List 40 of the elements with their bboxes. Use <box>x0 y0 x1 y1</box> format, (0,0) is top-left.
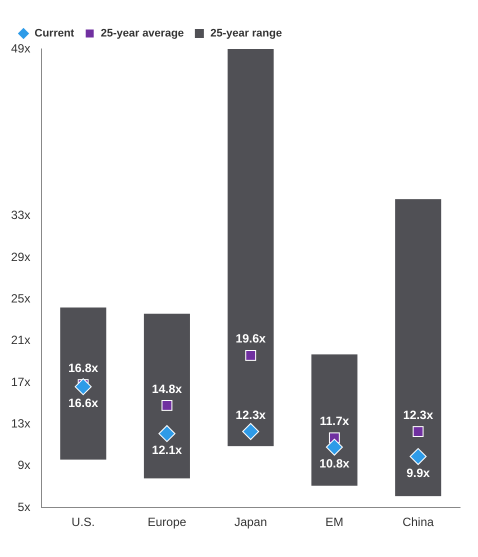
point <box>74 378 92 396</box>
bar <box>395 199 442 496</box>
y-tick-label: 29x <box>10 250 30 264</box>
data-label: 12.3x <box>236 408 266 422</box>
legend-label: 25-year average <box>100 28 184 40</box>
bar <box>311 354 358 486</box>
point <box>412 426 424 437</box>
point <box>242 423 260 440</box>
y-tick-label: 33x <box>10 208 30 222</box>
x-tick-label: Europe <box>148 515 187 530</box>
bar <box>144 314 190 478</box>
data-label: 12.3x <box>403 408 434 422</box>
data-label: 9.9x <box>406 466 430 480</box>
data-label: 16.8x <box>68 360 99 375</box>
data-label: 19.6x <box>236 332 266 346</box>
data-label: 11.7x <box>320 414 350 428</box>
legend-label: 25-year range <box>210 28 282 40</box>
y-tick-label: 49x <box>10 41 30 56</box>
point <box>245 350 256 361</box>
point <box>161 400 172 411</box>
legend-label: Current <box>34 28 75 40</box>
y-tick-label: 25x <box>10 291 30 306</box>
point <box>326 438 343 456</box>
data-label: 12.1x <box>152 442 182 457</box>
y-tick-label: 9x <box>18 458 30 472</box>
y-tick-label: 13x <box>10 416 30 431</box>
bar <box>228 49 274 446</box>
point <box>158 425 176 442</box>
data-label: 16.6x <box>68 396 99 410</box>
x-tick-label: U.S. <box>72 515 95 530</box>
x-tick-label: Japan <box>234 515 268 530</box>
data-label: 14.8x <box>152 382 182 396</box>
y-tick-label: 17x <box>10 374 30 389</box>
y-tick-label: 21x <box>10 333 30 348</box>
data-label: 10.8x <box>319 456 350 470</box>
y-tick-label: 5x <box>18 500 30 514</box>
x-tick-label: EM <box>325 515 344 530</box>
point <box>410 448 427 466</box>
bar <box>60 307 106 460</box>
x-tick-label: China <box>402 515 434 530</box>
